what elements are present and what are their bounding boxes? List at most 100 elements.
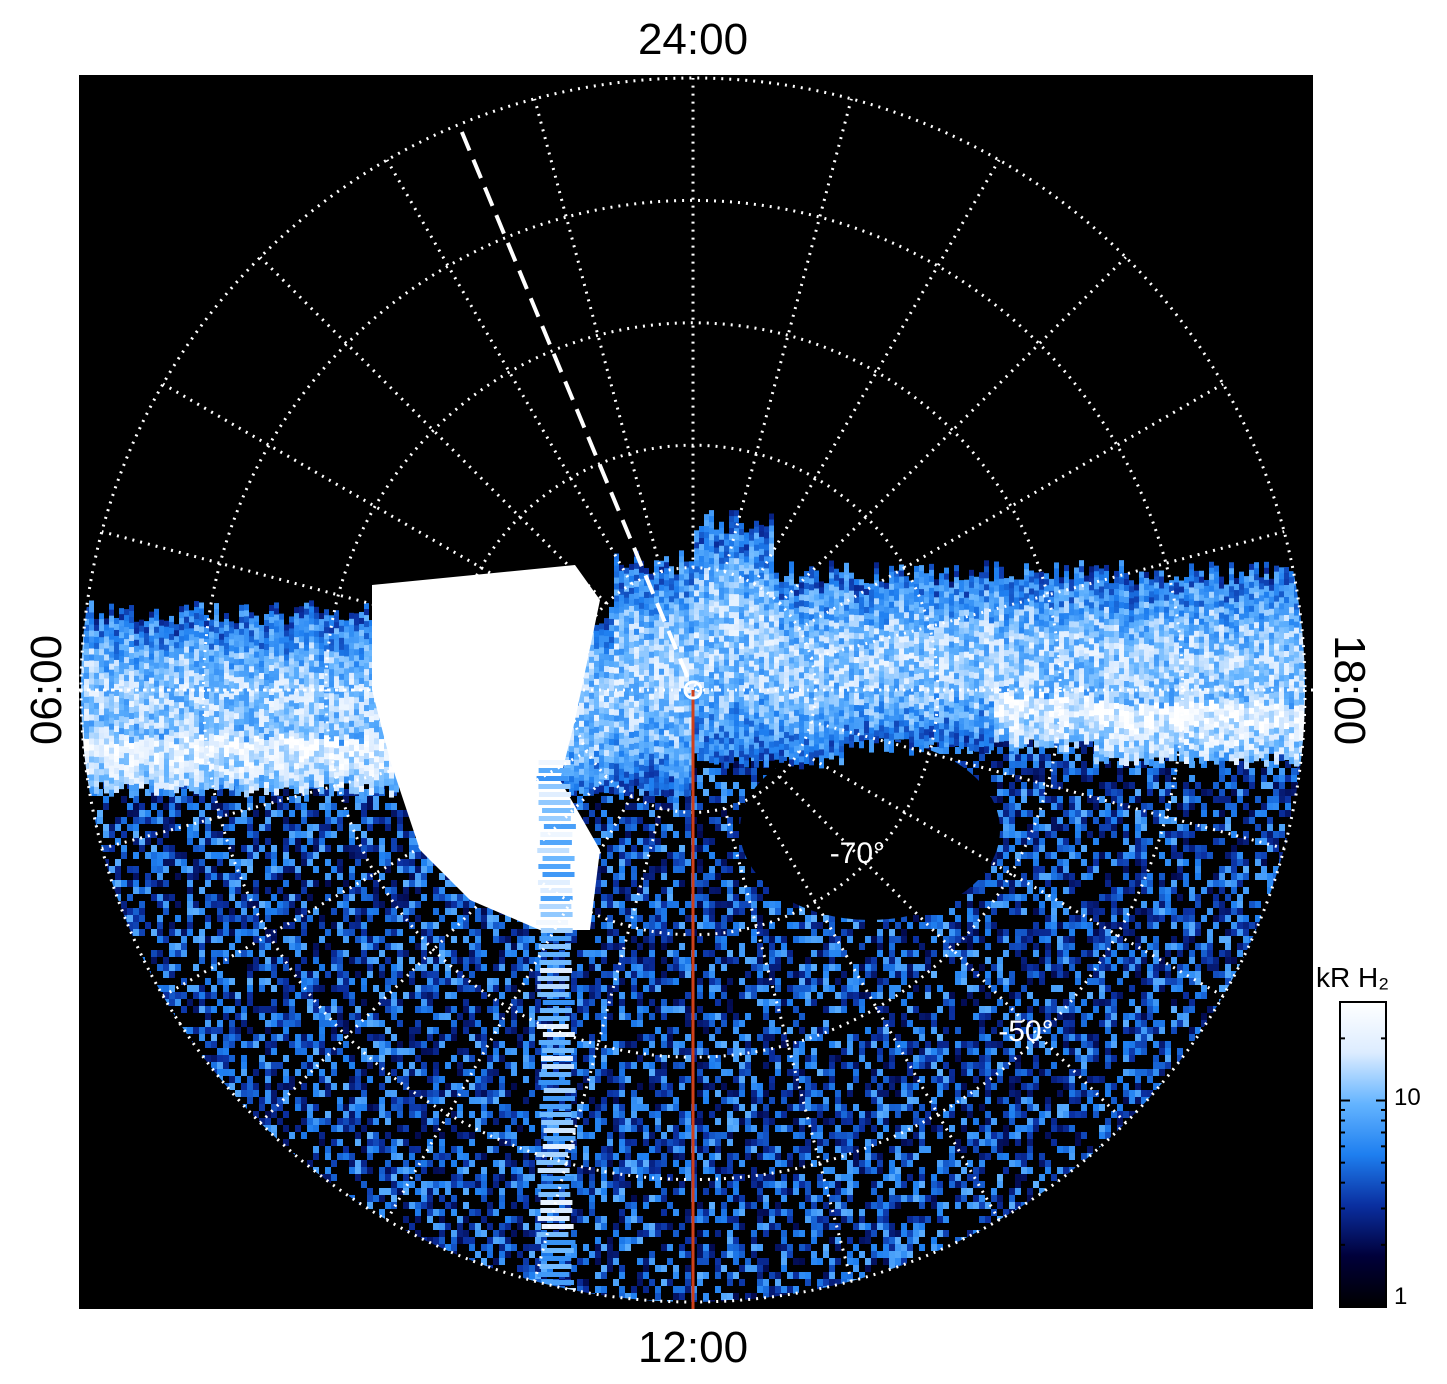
emission-noise-cell [517,957,523,964]
emission-noise-cell [625,915,631,922]
emission-noise-cell [1045,754,1051,761]
emission-noise-cell [661,1055,667,1062]
emission-noise-cell [253,936,259,943]
emission-noise-cell [403,950,409,957]
emission-noise-cell [1087,922,1093,929]
emission-noise-cell [607,824,613,831]
emission-noise-cell [637,1013,643,1020]
emission-noise-cell [1153,1027,1159,1034]
emission-noise-cell [835,943,841,950]
emission-noise-cell [721,957,727,964]
emission-noise-cell [1153,915,1159,922]
emission-noise-cell [337,922,343,929]
emission-noise-cell [151,859,157,866]
emission-noise-cell [829,1006,835,1013]
emission-noise-cell [775,1055,781,1062]
emission-noise-cell [115,817,121,824]
emission-noise-cell [349,999,355,1006]
emission-noise-cell [367,943,373,950]
emission-noise-cell [1129,796,1135,803]
emission-noise-cell [229,1027,235,1034]
emission-noise-cell [265,852,271,859]
emission-noise-cell [457,978,463,985]
emission-noise-cell [1099,985,1105,992]
emission-noise-cell [895,964,901,971]
emission-noise-cell [361,985,367,992]
emission-noise-cell [1057,985,1063,992]
emission-noise-cell [277,1062,283,1069]
emission-noise-cell [1267,831,1273,838]
emission-noise-cell [343,936,349,943]
emission-noise-cell [949,929,955,936]
emission-noise-cell [271,1013,277,1020]
emission-noise-cell [169,894,175,901]
emission-noise-cell [1135,796,1141,803]
emission-noise-cell [433,1048,439,1055]
emission-noise-cell [637,915,643,922]
emission-noise-cell [1015,950,1021,957]
emission-noise-cell [601,999,607,1006]
emission-noise-cell [643,957,649,964]
emission-noise-cell [649,901,655,908]
emission-noise-cell [757,957,763,964]
emission-noise-cell [967,1048,973,1055]
emission-noise-cell [235,999,241,1006]
emission-noise-cell [811,936,817,943]
emission-noise-cell [745,768,751,775]
emission-noise-cell [313,985,319,992]
emission-noise-cell [349,1013,355,1020]
emission-noise-cell [1207,943,1213,950]
emission-noise-cell [1141,992,1147,999]
emission-noise-cell [229,1006,235,1013]
emission-noise-cell [451,978,457,985]
emission-noise-cell [1003,838,1009,845]
emission-noise-cell [241,1055,247,1062]
emission-noise-cell [985,915,991,922]
emission-noise-cell [235,887,241,894]
emission-noise-cell [961,1062,967,1069]
emission-noise-cell [367,971,373,978]
emission-noise-cell [343,971,349,978]
emission-noise-cell [421,1062,427,1069]
emission-noise-cell [1189,957,1195,964]
emission-noise-cell [883,1041,889,1048]
emission-noise-cell [1243,803,1249,810]
emission-noise-cell [265,866,271,873]
emission-noise-cell [283,824,289,831]
emission-noise-cell [601,985,607,992]
emission-noise-cell [421,929,427,936]
emission-noise-cell [259,901,265,908]
emission-noise-cell [811,929,817,936]
emission-noise-cell [1093,929,1099,936]
emission-noise-cell [715,859,721,866]
emission-noise-cell [631,1062,637,1069]
emission-noise-cell [523,1048,529,1055]
emission-noise-cell [937,985,943,992]
emission-noise-cell [967,908,973,915]
emission-noise-cell [187,796,193,803]
emission-noise-cell [913,1027,919,1034]
emission-noise-cell [631,894,637,901]
emission-noise-cell [517,1041,523,1048]
emission-noise-cell [487,915,493,922]
emission-noise-cell [1255,824,1261,831]
emission-noise-cell [595,887,601,894]
emission-noise-cell [319,838,325,845]
emission-noise-cell [1267,796,1273,803]
emission-noise-cell [1183,880,1189,887]
emission-noise-cell [733,901,739,908]
emission-noise-cell [175,852,181,859]
emission-noise-cell [865,957,871,964]
emission-noise-cell [1027,978,1033,985]
emission-noise-cell [817,936,823,943]
emission-noise-cell [1195,971,1201,978]
emission-noise-cell [931,1027,937,1034]
emission-noise-cell [973,929,979,936]
emission-noise-cell [301,817,307,824]
emission-noise-cell [133,929,139,936]
emission-noise-cell [1015,999,1021,1006]
emission-noise-cell [1105,1048,1111,1055]
emission-noise-cell [145,880,151,887]
emission-noise-cell [379,845,385,852]
emission-noise-cell [1219,796,1225,803]
